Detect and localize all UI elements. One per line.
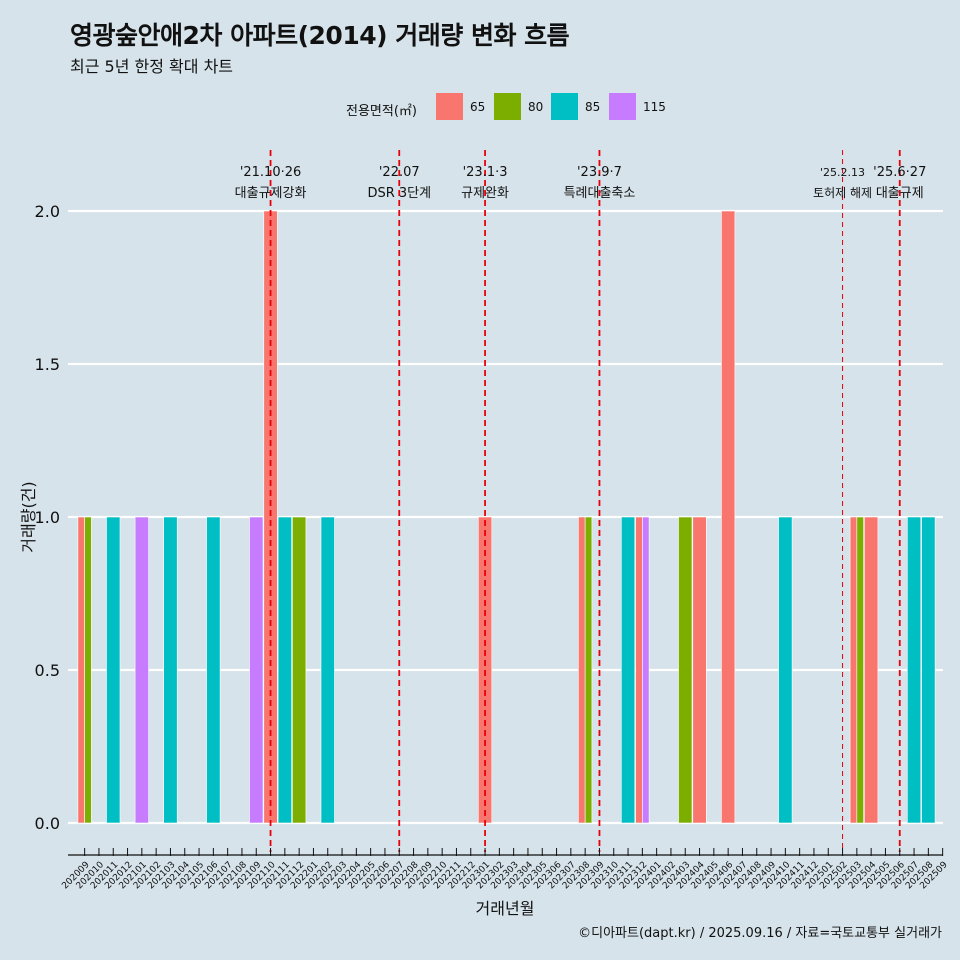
bar [277, 516, 292, 824]
event-date-label: '22.07 [379, 165, 420, 180]
legend-label: 115 [643, 100, 666, 114]
legend-label: 80 [528, 100, 544, 114]
event-date-label: '21.10·26 [240, 165, 301, 180]
bar [320, 516, 335, 824]
legend-swatch [551, 93, 578, 120]
y-tick-label: 1.5 [35, 355, 60, 374]
bar [578, 516, 586, 824]
legend: 전용면적(㎡) 65 80 85 115 [0, 92, 960, 122]
y-tick-label: 0.5 [35, 661, 60, 680]
bar [292, 516, 307, 824]
y-tick-label: 1.0 [35, 508, 60, 527]
event-name-label: 토허제 해제 [813, 186, 872, 200]
event-date-label: '25.2.13 [820, 166, 865, 179]
bar [642, 516, 650, 824]
legend-title: 전용면적(㎡) [346, 104, 417, 119]
bar [77, 516, 85, 824]
chart-title: 영광숲안애2차 아파트(2014) 거래량 변화 흐름 [70, 21, 570, 50]
bar [849, 516, 858, 824]
event-date-label: '23.1·3 [463, 165, 508, 180]
bar [206, 516, 221, 824]
event-name-label: 대출규제강화 [235, 186, 307, 201]
bar [921, 516, 936, 824]
event-name-label: 특례대출축소 [564, 186, 636, 201]
bar [635, 516, 643, 824]
legend-swatch [609, 93, 636, 120]
y-tick-label: 0.0 [35, 814, 60, 833]
bar [134, 516, 149, 824]
y-tick-label: 2.0 [35, 202, 60, 221]
bar [84, 516, 92, 824]
bar [249, 516, 264, 824]
y-axis-title: 거래량(건) [19, 481, 38, 552]
bar [678, 516, 693, 824]
bar [584, 516, 593, 824]
legend-label: 65 [470, 100, 486, 114]
legend-swatch [494, 93, 521, 120]
event-date-label: '23.9·7 [577, 165, 622, 180]
bar [856, 516, 864, 824]
event-date-label: '25.6·27 [873, 165, 926, 180]
x-axis-title: 거래년월 [476, 899, 535, 918]
bar [906, 516, 922, 824]
event-name-label: DSR 3단계 [367, 186, 431, 201]
bar [692, 516, 707, 824]
bar [163, 516, 178, 824]
legend-swatch [436, 93, 463, 120]
bar [106, 516, 121, 824]
bar [620, 516, 636, 824]
event-name-label: 규제완화 [461, 186, 509, 201]
event-name-label: 대출규제 [876, 186, 924, 201]
chart-subtitle: 최근 5년 한정 확대 차트 [70, 57, 234, 76]
bar [778, 516, 793, 824]
bar [864, 516, 879, 824]
legend-label: 85 [585, 100, 601, 114]
source-caption: ©디아파트(dapt.kr) / 2025.09.16 / 자료=국토교통부 실… [578, 926, 942, 941]
bar [721, 210, 736, 824]
